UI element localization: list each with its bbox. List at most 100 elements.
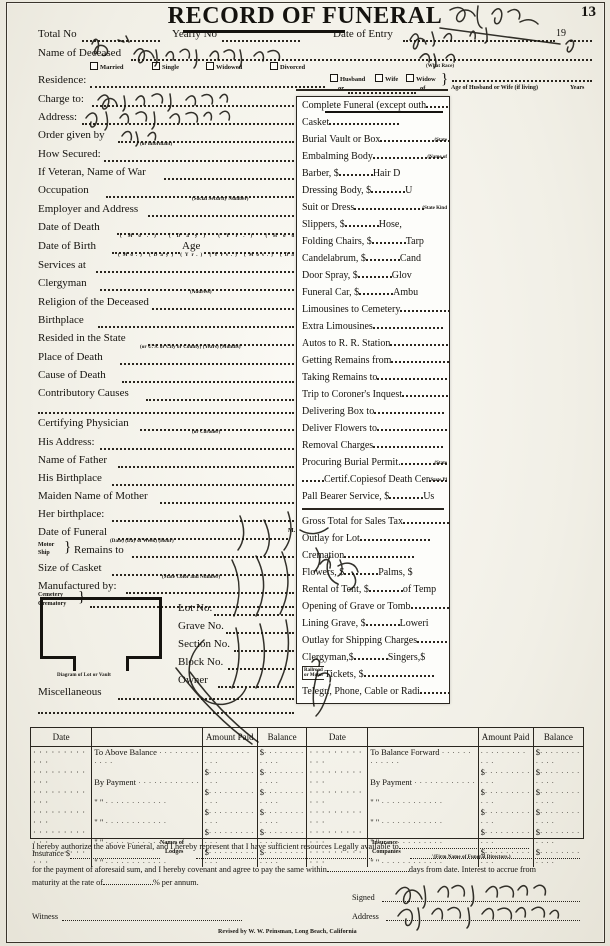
- ledger-balance-cell[interactable]: $· · · · · · · · · · · ·: [257, 827, 308, 847]
- date-of-funeral-input[interactable]: [118, 538, 288, 540]
- ledger-date-cell[interactable]: · · · · · · · · · · · ·: [306, 827, 369, 847]
- ledger-date-cell[interactable]: · · · · · · · · · · · ·: [31, 767, 93, 787]
- certifying-physician-input[interactable]: [140, 429, 294, 431]
- total-no-input[interactable]: [82, 40, 160, 42]
- checkbox-box[interactable]: [206, 62, 214, 70]
- price-item[interactable]: Dressing Body, $ U: [297, 182, 449, 199]
- date-of-entry-input[interactable]: [403, 40, 555, 42]
- ledger-date-cell[interactable]: · · · · · · · · · · · ·: [31, 746, 93, 767]
- ledger-date-cell[interactable]: · · · · · · · · · · · ·: [306, 787, 369, 807]
- price-item[interactable]: Deliver Flowers to: [297, 420, 449, 437]
- price-item-amount-input[interactable]: [373, 437, 444, 448]
- ledger-amount-cell[interactable]: · · · · · · · · · · · ·: [478, 746, 534, 767]
- price-item[interactable]: Embalming Body (Name of: [297, 148, 449, 165]
- ledger-desc-cell[interactable]: " " · · · · · · · · · · · ·: [91, 807, 203, 827]
- price-item[interactable]: Door Spray, $ Glov: [297, 267, 449, 284]
- employer-input[interactable]: [148, 215, 294, 217]
- ledger-desc-cell[interactable]: To Balance Forward · · · · · · · · · · ·…: [367, 746, 479, 767]
- services-at-input[interactable]: [96, 271, 294, 273]
- checkbox-box[interactable]: [152, 62, 160, 70]
- checkbox-box[interactable]: [375, 74, 383, 82]
- signed-input[interactable]: [382, 901, 580, 902]
- table-row[interactable]: · · · · · · · · · · · · " " · · · · · · ·…: [31, 787, 583, 807]
- address-signature-input[interactable]: [386, 920, 580, 921]
- price-item-amount-input[interactable]: [419, 683, 449, 694]
- price-item[interactable]: Delivering Box to: [297, 403, 449, 420]
- price-item-amount-input[interactable]: [359, 530, 430, 541]
- contributory-causes-input[interactable]: [146, 399, 294, 401]
- resided-state-input[interactable]: [148, 344, 294, 346]
- price-item[interactable]: Railroad or MotorTickets, $: [297, 665, 449, 683]
- price-item[interactable]: Outlay for Shipping Charges: [297, 632, 449, 649]
- name-of-deceased-input[interactable]: [131, 59, 592, 61]
- price-item-amount-input[interactable]: [374, 403, 445, 414]
- checkbox-divorced[interactable]: Divorced: [270, 62, 305, 72]
- ledger-balance-cell[interactable]: $· · · · · · · · · · · ·: [533, 847, 583, 867]
- ledger-desc-cell[interactable]: " " · · · · · · · · · · · ·: [91, 827, 203, 847]
- mother-birthplace-input[interactable]: [112, 520, 294, 522]
- ledger-amount-cell[interactable]: $· · · · · · · · · · · ·: [202, 807, 258, 827]
- price-item[interactable]: Rental of Tent, $ of Temp: [297, 581, 449, 598]
- ledger-balance-cell[interactable]: $· · · · · · · · · · · ·: [257, 746, 308, 767]
- price-item[interactable]: Taking Remains to: [297, 369, 449, 386]
- block-no-input[interactable]: [228, 668, 294, 670]
- ledger-desc-cell[interactable]: " " · · · · · · · · · · · ·: [367, 827, 479, 847]
- occupation-input[interactable]: [106, 196, 294, 198]
- price-item-amount-input[interactable]: [344, 216, 379, 227]
- order-given-by-input[interactable]: [118, 141, 294, 143]
- year-input[interactable]: [570, 40, 592, 42]
- price-item[interactable]: Folding Chairs, $ Tarp: [297, 233, 449, 250]
- price-item-amount-input[interactable]: [371, 182, 406, 193]
- ledger-date-cell[interactable]: · · · · · · · · · · · ·: [306, 767, 369, 787]
- age-input[interactable]: [204, 252, 294, 254]
- ledger-desc-cell[interactable]: " " · · · · · · · · · · · ·: [91, 847, 203, 867]
- ledger-amount-cell[interactable]: $· · · · · · · · · · · ·: [478, 787, 534, 807]
- checkbox-married[interactable]: Married: [90, 62, 123, 72]
- price-item[interactable]: Lining Grave, $ Loweri: [297, 615, 449, 632]
- ledger-date-cell[interactable]: · · · · · · · · · · · ·: [31, 807, 93, 827]
- birthplace-input[interactable]: [98, 326, 294, 328]
- price-item[interactable]: Trip to Coroner's Inquest: [297, 386, 449, 403]
- checkbox-husband[interactable]: Husband: [330, 74, 365, 84]
- ledger-amount-cell[interactable]: · · · · · · · · · · · ·: [202, 746, 258, 767]
- checkbox-box[interactable]: [406, 74, 414, 82]
- physician-address-input[interactable]: [100, 448, 294, 450]
- price-item[interactable]: Pall Bearer Service, $ Us: [297, 488, 449, 505]
- price-item-amount-input[interactable]: [426, 97, 449, 108]
- price-item-amount-input[interactable]: [365, 615, 400, 626]
- address-input[interactable]: [82, 123, 294, 125]
- checkbox-widow[interactable]: Widow: [406, 74, 436, 84]
- price-item[interactable]: Clergyman,$ Singers,$: [297, 649, 449, 666]
- price-item-amount-input[interactable]: [338, 165, 373, 176]
- yearly-no-input[interactable]: [222, 40, 300, 42]
- checkbox-box[interactable]: [270, 62, 278, 70]
- table-row[interactable]: · · · · · · · · · · · · " " · · · · · · ·…: [31, 847, 583, 867]
- ledger-balance-cell[interactable]: $· · · · · · · · · · · ·: [257, 787, 308, 807]
- price-item[interactable]: Flowers, $ Palms, $: [297, 564, 449, 581]
- price-item[interactable]: Getting Remains from: [297, 352, 449, 369]
- price-item-amount-input[interactable]: [329, 114, 400, 125]
- price-item[interactable]: Opening of Grave or Tomb: [297, 598, 449, 615]
- price-item[interactable]: Candelabrum, $ Cand: [297, 250, 449, 267]
- checkbox-box[interactable]: [90, 62, 98, 70]
- price-item-amount-input[interactable]: [368, 581, 403, 592]
- how-secured-input[interactable]: [104, 160, 294, 162]
- father-name-input[interactable]: [118, 466, 294, 468]
- checkbox-wife[interactable]: Wife: [375, 74, 398, 84]
- price-item-amount-input[interactable]: [391, 352, 449, 363]
- ledger-desc-cell[interactable]: To Above Balance · · · · · · · · · · · ·: [91, 746, 203, 767]
- lot-no-input[interactable]: [214, 614, 294, 616]
- ledger-amount-cell[interactable]: $· · · · · · · · · · · ·: [478, 847, 534, 867]
- price-item-amount-input[interactable]: [389, 488, 424, 499]
- cause-of-death-input[interactable]: [122, 381, 294, 383]
- table-row[interactable]: · · · · · · · · · · · · By Payment · · · …: [31, 767, 583, 787]
- date-of-death-input[interactable]: [117, 233, 294, 235]
- price-item[interactable]: Complete Funeral (except outh: [297, 97, 449, 114]
- ledger-amount-cell[interactable]: $· · · · · · · · · · · ·: [478, 827, 534, 847]
- price-item[interactable]: Limousines to Cemetery: [297, 301, 449, 318]
- price-item[interactable]: Barber, $ Hair D: [297, 165, 449, 182]
- residence-input[interactable]: [90, 86, 325, 88]
- price-item-amount-input[interactable]: [344, 547, 415, 558]
- price-item-amount-input[interactable]: [354, 199, 425, 210]
- date-of-birth-input[interactable]: [112, 252, 180, 254]
